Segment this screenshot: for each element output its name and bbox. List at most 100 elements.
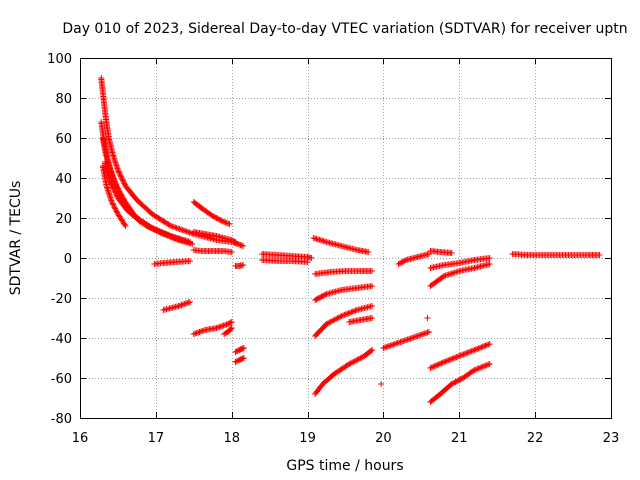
- data-point: [452, 354, 459, 361]
- data-point: [151, 226, 158, 233]
- series-seg-18b: [232, 262, 247, 269]
- series-seg-17d: [190, 229, 239, 245]
- data-point: [476, 344, 483, 351]
- data-point: [358, 354, 365, 361]
- data-point: [213, 215, 220, 221]
- data-layer: [98, 75, 603, 405]
- data-point: [222, 330, 229, 337]
- data-point: [167, 233, 174, 240]
- data-point: [451, 379, 458, 386]
- data-point: [152, 227, 159, 233]
- data-point: [354, 356, 361, 363]
- data-point: [345, 310, 352, 317]
- series-seg-19a: [310, 235, 372, 255]
- series-seg-19d: [312, 303, 376, 339]
- data-point: [313, 296, 320, 303]
- data-point: [333, 315, 340, 322]
- data-point: [116, 169, 123, 176]
- data-point: [107, 180, 114, 187]
- data-point: [457, 376, 464, 383]
- data-point: [378, 381, 385, 387]
- x-tick-label: 16: [72, 431, 89, 446]
- data-point: [111, 187, 118, 193]
- series-seg-19c: [312, 283, 376, 303]
- series-seg-20f: [427, 341, 493, 371]
- data-point: [453, 378, 460, 385]
- data-point: [463, 350, 470, 357]
- x-tick-label: 18: [223, 431, 240, 446]
- data-point: [322, 291, 329, 298]
- data-point: [224, 321, 231, 327]
- data-point: [216, 216, 223, 223]
- data-point: [464, 349, 471, 356]
- data-point: [431, 363, 438, 370]
- data-point: [326, 319, 333, 326]
- x-tick-label: 21: [451, 431, 468, 446]
- data-point: [338, 313, 345, 319]
- series-seg-18f: [259, 257, 311, 265]
- data-point: [474, 345, 481, 352]
- data-point: [109, 183, 116, 189]
- data-point: [150, 225, 157, 232]
- data-point: [465, 349, 472, 356]
- data-point: [314, 295, 321, 302]
- data-point: [448, 250, 455, 256]
- series-seg-17c: [190, 199, 233, 227]
- data-point: [346, 361, 353, 367]
- data-point: [452, 379, 459, 385]
- series-seg-19e: [346, 315, 376, 325]
- data-point: [108, 181, 115, 188]
- data-point: [331, 316, 338, 323]
- data-point: [476, 364, 483, 371]
- data-point: [139, 219, 146, 226]
- data-point: [425, 329, 432, 335]
- data-point: [137, 219, 144, 225]
- data-point: [456, 353, 463, 359]
- data-point: [109, 200, 116, 207]
- data-point: [113, 191, 120, 197]
- data-point: [240, 243, 247, 249]
- data-point: [350, 358, 357, 365]
- x-tick-label: 23: [603, 431, 620, 446]
- data-point: [448, 381, 455, 387]
- data-point: [369, 268, 376, 274]
- data-point: [475, 365, 482, 372]
- y-tick-label: 0: [64, 252, 72, 267]
- data-point: [232, 359, 239, 365]
- data-point: [438, 360, 445, 367]
- data-point: [240, 355, 247, 361]
- data-point: [144, 222, 151, 229]
- data-point: [485, 361, 492, 368]
- data-point: [460, 351, 467, 358]
- data-point: [353, 357, 360, 364]
- series-seg-20a: [395, 251, 432, 267]
- data-point: [454, 353, 461, 360]
- data-point: [141, 221, 148, 228]
- data-point: [453, 354, 460, 361]
- data-point: [109, 184, 116, 191]
- data-point: [119, 176, 126, 183]
- data-point: [111, 204, 118, 211]
- data-point: [470, 367, 477, 374]
- data-point: [471, 347, 478, 353]
- data-point: [445, 357, 452, 364]
- data-point: [233, 358, 240, 365]
- data-point: [437, 360, 444, 367]
- data-point: [321, 292, 328, 299]
- data-point: [369, 347, 376, 353]
- data-point: [112, 207, 119, 213]
- data-point: [209, 213, 216, 219]
- data-point: [240, 345, 247, 351]
- data-point: [113, 192, 120, 199]
- grid-layer: [80, 58, 611, 418]
- data-point: [474, 365, 481, 372]
- data-point: [342, 311, 349, 318]
- series-seg-22: [509, 251, 603, 258]
- data-point: [227, 319, 234, 326]
- data-point: [482, 362, 489, 369]
- data-point: [122, 223, 129, 229]
- data-point: [110, 185, 117, 192]
- data-point: [482, 342, 489, 349]
- data-point: [369, 315, 376, 321]
